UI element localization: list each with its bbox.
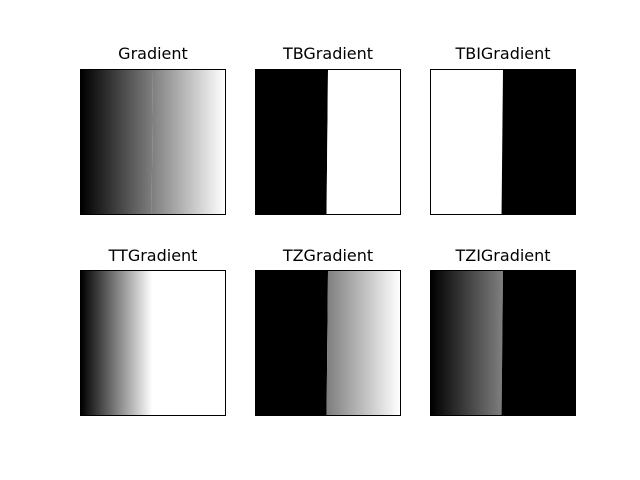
region-above-threshold	[501, 70, 575, 214]
panel-image-gradient	[80, 69, 226, 215]
region-above-threshold	[326, 271, 400, 415]
panel-image-tb-gradient	[255, 69, 401, 215]
region-below-threshold	[256, 271, 328, 415]
panel-title-tz-gradient: TZGradient	[282, 246, 374, 265]
panel-svg-gradient	[81, 70, 225, 214]
region-below-threshold	[431, 271, 503, 415]
region-below-threshold	[81, 271, 153, 415]
panel-title-gradient: Gradient	[118, 44, 188, 63]
panel-title-tbi-gradient: TBIGradient	[455, 44, 551, 63]
region-below-threshold	[431, 70, 503, 214]
panel-svg-tb-gradient	[256, 70, 400, 214]
region-below-threshold	[256, 70, 328, 214]
panel-title-tzi-gradient: TZIGradient	[455, 246, 551, 265]
panel-svg-tz-gradient	[256, 271, 400, 415]
region-above-threshold	[501, 271, 575, 415]
region-above-threshold	[151, 271, 225, 415]
panel-title-tt-gradient: TTGradient	[108, 246, 198, 265]
panel-svg-tt-gradient	[81, 271, 225, 415]
panel-svg-tzi-gradient	[431, 271, 575, 415]
panel-image-tbi-gradient	[430, 69, 576, 215]
panel-image-tzi-gradient	[430, 270, 576, 416]
region-below-threshold	[81, 70, 153, 214]
panel-image-tt-gradient	[80, 270, 226, 416]
region-above-threshold	[326, 70, 400, 214]
region-above-threshold	[151, 70, 225, 214]
panel-image-tz-gradient	[255, 270, 401, 416]
panel-title-tb-gradient: TBGradient	[282, 44, 374, 63]
panel-svg-tbi-gradient	[431, 70, 575, 214]
